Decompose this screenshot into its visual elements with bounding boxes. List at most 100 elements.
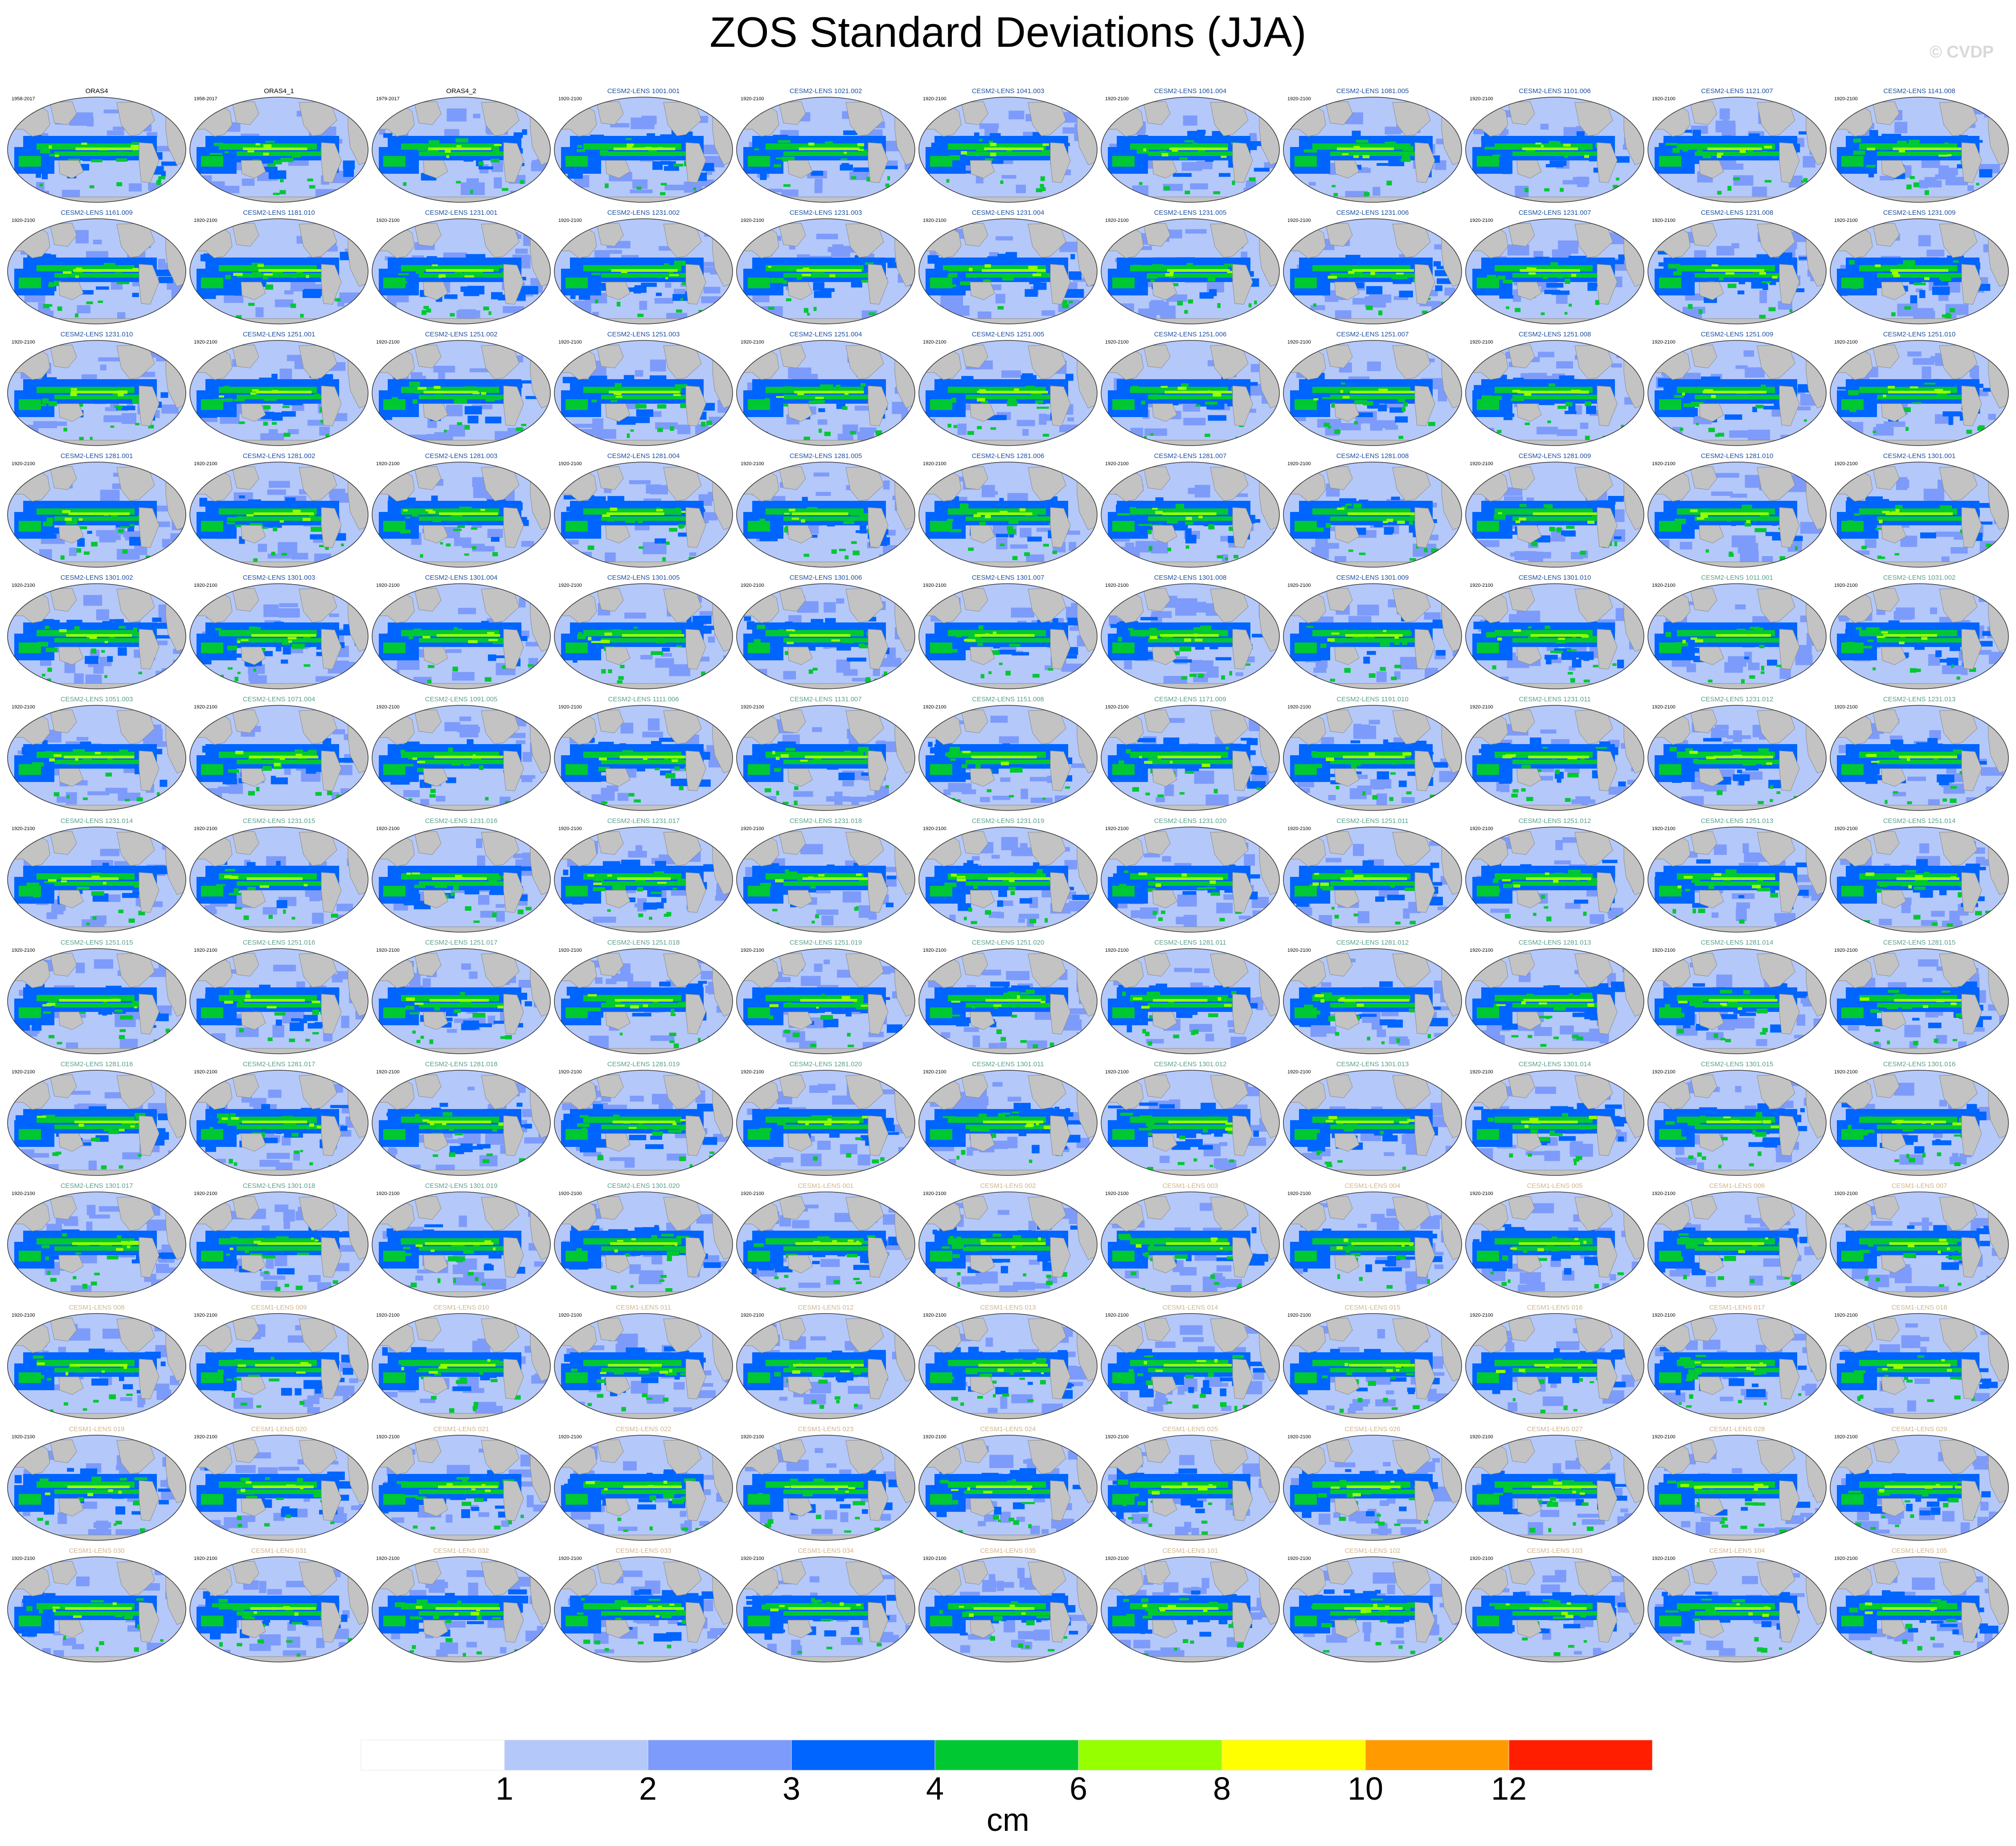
map-panel: CESM1-LENS 031 1920-2100 [188,1545,370,1666]
panel-title: CESM1-LENS 012 [798,1304,854,1311]
colorbar-units: cm [987,1802,1029,1838]
map-panel: CESM1-LENS 034 1920-2100 [734,1545,917,1666]
map-panel: CESM2-LENS 1281.003 1920-2100 [370,450,553,571]
panel-title: CESM2-LENS 1121.007 [1701,87,1773,95]
panel-title: CESM2-LENS 1281.004 [607,452,680,460]
panel-title: CESM2-LENS 1281.003 [425,452,498,460]
panel-map [189,1313,369,1419]
map-panel: CESM2-LENS 1301.005 1920-2100 [552,572,735,692]
panel-map [736,462,915,568]
map-panel: CESM2-LENS 1281.010 1920-2100 [1646,450,1828,571]
panel-title: CESM2-LENS 1251.016 [242,939,316,946]
panel-map [189,218,369,324]
panel-map [1283,218,1462,324]
panel-title: CESM2-LENS 1231.006 [1336,209,1409,217]
panel-years: 1920-2100 [741,704,764,710]
panel-years: 1920-2100 [194,948,217,953]
map-panel: CESM2-LENS 1251.019 1920-2100 [734,937,917,1057]
panel-title: CESM2-LENS 1231.010 [60,331,133,338]
map-panel: CESM2-LENS 1281.012 1920-2100 [1281,937,1464,1057]
panel-map [1465,1070,1644,1176]
panel-years: 1920-2100 [1652,218,1676,223]
panel-map [554,827,733,933]
panel-map [372,705,551,811]
panel-years: 1920-2100 [1105,1069,1129,1075]
panel-map [372,340,551,446]
map-panel: CESM2-LENS 1231.007 1920-2100 [1463,207,1646,327]
map-panel: CESM2-LENS 1251.001 1920-2100 [188,329,370,449]
map-panel: CESM1-LENS 005 1920-2100 [1463,1180,1646,1301]
map-panel: CESM2-LENS 1251.017 1920-2100 [370,937,553,1057]
panel-years: 1920-2100 [923,218,947,223]
map-panel: CESM1-LENS 006 1920-2100 [1646,1180,1828,1301]
panel-title: CESM2-LENS 1281.013 [1518,939,1591,946]
panel-title: CESM2-LENS 1231.016 [425,817,498,825]
panel-map [1101,218,1280,324]
panel-map [918,1435,1098,1541]
panel-years: 1920-2100 [1105,1191,1129,1196]
panel-years: 1920-2100 [12,461,35,467]
map-panel: CESM2-LENS 1281.017 1920-2100 [188,1059,370,1179]
panel-title: CESM1-LENS 007 [1891,1182,1947,1190]
panel-map [1647,340,1827,446]
panel-years: 1920-2100 [194,704,217,710]
panel-years: 1920-2100 [1652,1556,1676,1561]
panel-title: CESM2-LENS 1231.005 [1154,209,1227,217]
panel-title: CESM2-LENS 1251.015 [60,939,133,946]
map-panel: CESM2-LENS 1251.005 1920-2100 [917,329,1099,449]
panel-title: CESM2-LENS 1281.012 [1336,939,1409,946]
panel-years: 1920-2100 [558,218,582,223]
panel-title: CESM1-LENS 029 [1891,1425,1947,1433]
panel-map [554,1191,733,1298]
panel-map [189,1435,369,1541]
panel-map [7,948,186,1054]
map-panel: CESM2-LENS 1171.009 1920-2100 [1099,694,1282,814]
panel-years: 1920-2100 [194,218,217,223]
map-panel: CESM2-LENS 1301.015 1920-2100 [1646,1059,1828,1179]
panel-title: CESM2-LENS 1281.015 [1883,939,1956,946]
map-panel: CESM2-LENS 1301.009 1920-2100 [1281,572,1464,692]
panel-title: CESM1-LENS 011 [616,1304,671,1311]
panel-years: 1920-2100 [376,1069,400,1075]
map-panel: CESM1-LENS 029 1920-2100 [1828,1424,2011,1544]
panel-title: CESM2-LENS 1301.009 [1336,574,1409,581]
panel-title: CESM1-LENS 020 [251,1425,307,1433]
map-panel: CESM2-LENS 1251.018 1920-2100 [552,937,735,1057]
panel-years: 1920-2100 [12,1069,35,1075]
panel-years: 1920-2100 [741,461,764,467]
panel-map [7,218,186,324]
panel-years: 1920-2100 [1470,826,1493,831]
panel-title: CESM2-LENS 1301.018 [242,1182,316,1190]
map-panel: ORAS4 1958-2017 [5,86,188,206]
panel-years: 1920-2100 [923,1069,947,1075]
map-panel: CESM2-LENS 1251.008 1920-2100 [1463,329,1646,449]
map-panel: CESM2-LENS 1231.009 1920-2100 [1828,207,2011,327]
panel-title: CESM2-LENS 1231.013 [1883,696,1956,703]
colorbar-box [504,1740,648,1771]
panel-years: 1920-2100 [1834,1069,1858,1075]
map-panel: CESM2-LENS 1281.015 1920-2100 [1828,937,2011,1057]
panel-title: CESM2-LENS 1251.006 [1154,331,1227,338]
panel-title: CESM1-LENS 024 [980,1425,1036,1433]
panel-title: CESM2-LENS 1301.007 [971,574,1045,581]
panel-title: CESM2-LENS 1231.008 [1700,209,1774,217]
panel-years: 1920-2100 [1287,96,1311,102]
panel-years: 1920-2100 [1470,96,1493,102]
map-panel: CESM2-LENS 1191.010 1920-2100 [1281,694,1464,814]
panel-years: 1920-2100 [1105,1434,1129,1440]
panel-map [7,827,186,933]
panel-map [736,1191,915,1298]
panel-map [918,1313,1098,1419]
panel-map [1465,827,1644,933]
map-panel: CESM1-LENS 024 1920-2100 [917,1424,1099,1544]
map-panel: CESM2-LENS 1301.017 1920-2100 [5,1180,188,1301]
panel-title: CESM2-LENS 1251.019 [789,939,862,946]
panel-title: CESM2-LENS 1231.002 [607,209,680,217]
panel-title: CESM2-LENS 1251.005 [971,331,1045,338]
panel-map [918,340,1098,446]
panel-map [1283,583,1462,689]
panel-map [918,1556,1098,1662]
panel-years: 1920-2100 [923,948,947,953]
map-panel: CESM1-LENS 028 1920-2100 [1646,1424,1828,1544]
panel-map [372,218,551,324]
